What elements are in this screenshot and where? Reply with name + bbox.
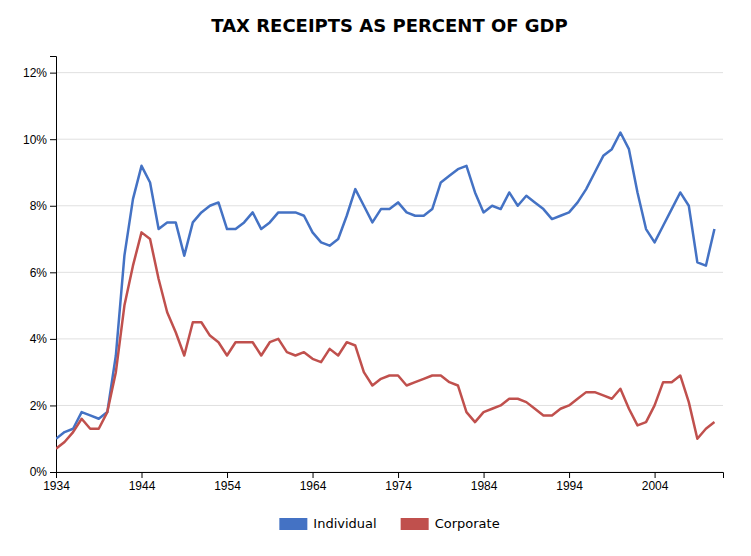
tick: 1984 [471,472,498,493]
tick-mark [50,472,56,473]
title: TAX RECEIPTS AS PERCENT OF GDP [211,15,567,36]
tick-label: 10% [23,133,47,147]
x-axis: 1934 1944 1954 1964 1974 1984 1994 2004 [43,472,723,493]
tick: 2004 [642,472,669,493]
legend-item: Individual [279,516,376,531]
tick: 1954 [214,472,241,493]
tick-label: 1994 [556,479,583,493]
tick-label: 2% [30,399,48,413]
tick: 10% [23,133,56,147]
series-group [56,133,714,449]
tick-mark [313,472,314,478]
tick-mark [50,339,56,340]
legend-item: Corporate [401,516,500,531]
tick-label: 8% [30,199,48,213]
legend-label: Corporate [435,516,500,531]
tick: 1934 [43,472,70,493]
tick: 1944 [129,472,156,493]
plot: 1934 1944 1954 1964 1974 1984 1994 2004 0% 2% 4% 6%… [23,57,724,493]
tick-label: 4% [30,332,48,346]
tick-label: 1944 [129,479,156,493]
grid [56,73,723,472]
tick-mark [50,272,56,273]
y-axis: 0% 2% 4% 6% 8% 10% 12% [23,57,57,480]
tick: 2% [30,399,56,413]
axis-line [57,473,724,479]
legend: Individual Corporate [279,516,499,531]
tick-mark [227,472,228,478]
tick: 6% [30,266,56,280]
tick-label: 2004 [642,479,669,493]
legend-label: Individual [313,516,376,531]
tick-label: 1964 [300,479,327,493]
tick-mark [655,472,656,478]
tick: 12% [23,66,56,80]
tick-mark [50,206,56,207]
tick: 1964 [300,472,327,493]
grid-line [56,72,723,73]
grid-line [56,205,723,206]
tick-label: 1954 [214,479,241,493]
legend-swatch [401,518,429,530]
tick-mark [142,472,143,478]
chart: 1934 1944 1954 1964 1974 1984 1994 2004 0% 2% 4% 6%… [0,0,751,556]
tick-mark [484,472,485,478]
grid-line [56,338,723,339]
legend-swatch [279,518,307,530]
tick-label: 0% [30,465,48,479]
tick-label: 12% [23,66,47,80]
tick-mark [50,73,56,74]
axis-line [50,57,57,473]
tick: 1994 [556,472,583,493]
tick-label: 1984 [471,479,498,493]
tick-mark [50,405,56,406]
tick: 4% [30,332,56,346]
tick: 0% [30,465,56,479]
line [56,232,714,448]
tick-label: 1974 [385,479,412,493]
tick-mark [569,472,570,478]
tick-mark [50,139,56,140]
tick: 8% [30,199,56,213]
tick: 1974 [385,472,412,493]
tick-label: 6% [30,266,48,280]
tick-label: 1934 [43,479,70,493]
tick-mark [398,472,399,478]
grid-line [56,405,723,406]
